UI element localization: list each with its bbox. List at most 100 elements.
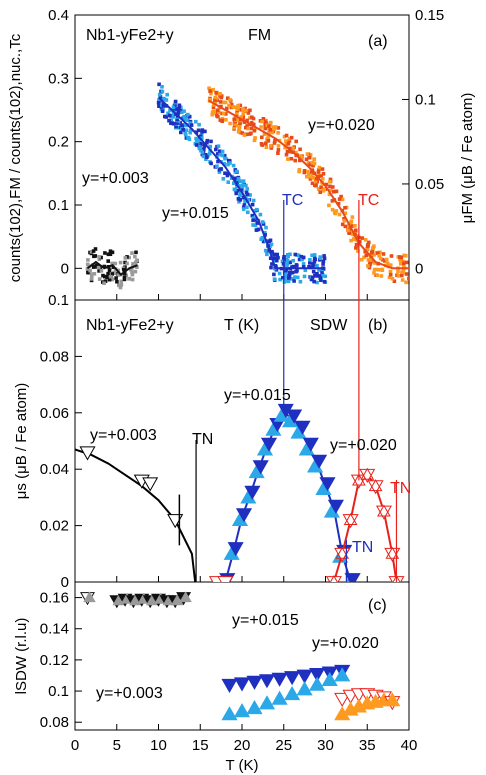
panel-b-point-blue-4: [252, 460, 269, 475]
panel-a-point-s1-298: [226, 162, 230, 167]
panel-a-point-s1-302: [291, 277, 295, 281]
panel-c-point-cyan-1: [233, 703, 251, 718]
panel-a-point-s2-337: [304, 157, 309, 162]
panel-a-point-s1-145: [215, 164, 219, 168]
panel-a-point-s0-39: [127, 255, 131, 260]
panel-a-point-s2-226: [218, 118, 223, 122]
panel-a-point-s2-340: [334, 189, 339, 194]
panel-a-point-s2-15: [213, 101, 218, 105]
panel-a-point-s2-52: [262, 132, 267, 137]
panel-a-point-s1-278: [253, 223, 258, 228]
panel-a-point-s2-221: [241, 115, 245, 120]
panel-a-point-s2-7: [276, 126, 281, 130]
panel-a-point-s2-5: [337, 212, 342, 217]
xaxis-tick-label-6: 30: [317, 737, 334, 754]
panel-a-point-s1-347: [157, 92, 162, 97]
panel-a-point-s1-190: [308, 258, 312, 262]
panel-a-point-s2-355: [321, 172, 326, 176]
panel-a-point-s1-338: [263, 248, 268, 253]
panel-a-point-s2-248: [310, 171, 315, 176]
panel-a-point-s2-400: [358, 240, 362, 244]
panel-a-point-s1-69: [184, 128, 189, 132]
xaxis-tick-label-1: 5: [113, 737, 121, 754]
panel-a-point-s1-226: [169, 118, 173, 123]
panel-a-point-s1-250: [188, 121, 192, 125]
panel-b-point-blue-15: [344, 573, 361, 582]
panel-a-point-s1-82: [222, 153, 227, 158]
panel-a-point-s2-410: [288, 149, 293, 154]
panel-a-point-s2-295: [348, 227, 353, 231]
panel-a-point-s0-91: [115, 279, 119, 284]
panel-a-point-s0-88: [99, 269, 104, 273]
panel-a-point-s2-211: [385, 261, 390, 266]
panel-a-point-s1-195: [270, 262, 274, 266]
panel-a-point-s1-205: [220, 153, 225, 158]
panel-a-point-s1-367: [181, 128, 185, 132]
panel-a-point-s2-346: [332, 189, 336, 194]
panel-a-point-s2-35: [360, 236, 365, 240]
panel-a-point-s1-336: [176, 110, 181, 115]
panel-a-point-s2-208: [376, 268, 381, 272]
panel-a-point-s2-22: [226, 96, 230, 100]
panel-c-point-s0-alt-9: [179, 591, 192, 603]
panel-a-point-s1-387: [161, 104, 166, 108]
panel-a-point-s2-319: [337, 197, 342, 201]
panel-a-point-s1-397: [205, 155, 209, 159]
panel-a-point-s2-289: [259, 125, 263, 129]
panel-a-point-s1-102: [319, 278, 323, 282]
panel-b-point-red-up-5: [368, 479, 383, 492]
panel-a-point-s2-366: [313, 179, 318, 183]
panel-a-point-s2-92: [285, 149, 290, 154]
panel-a-point-s2-404: [269, 144, 273, 148]
panel-a-point-s2-397: [311, 176, 315, 180]
panel-b-point-blue-8: [286, 409, 303, 424]
panel-a-point-s2-392: [380, 267, 384, 272]
panel-a-point-s1-189: [158, 95, 163, 99]
panel-a-point-s2-94: [294, 150, 298, 155]
panel-a-point-s2-309: [269, 120, 273, 125]
panel-c-point-s0-alt-8: [170, 594, 184, 606]
panel-a-point-s1-258: [182, 109, 186, 113]
panel-a-point-s2-72: [367, 240, 371, 245]
panel-a-point-s1-299: [194, 136, 198, 141]
panel-a-point-s1-297: [202, 147, 206, 152]
panel-a-point-s2-403: [300, 156, 304, 160]
panel-a-point-s1-241: [290, 270, 295, 275]
panel-a-point-s1-103: [168, 108, 172, 113]
panel-a-point-s2-335: [271, 125, 275, 129]
panel-a-point-s2-381: [370, 249, 375, 253]
panel-b-tn-label-2: TN: [390, 480, 411, 497]
panel-a-point-s1-271: [272, 277, 277, 281]
panel-a-point-s2-149: [407, 276, 409, 281]
panel-a-point-s2-273: [318, 190, 322, 194]
panel-a-point-s1-151: [261, 222, 266, 226]
panel-a-point-s2-406: [388, 263, 393, 267]
panel-a-point-s2-382: [366, 264, 370, 268]
panel-c-point-blue-5: [284, 671, 301, 686]
panel-a-point-s0-89: [93, 247, 98, 251]
panel-b-point-blue-3: [244, 485, 261, 500]
panel-a-point-s1-10: [166, 111, 170, 116]
panel-a-point-s2-308: [289, 156, 294, 161]
panel-a-point-s0-52: [107, 268, 112, 272]
panel-a-point-s1-188: [217, 170, 222, 174]
panel-a-point-s0-102: [103, 251, 107, 255]
panel-a-point-s0-72: [127, 276, 131, 281]
panel-a-point-s1-356: [312, 253, 317, 257]
panel-c-point-cyan-2: [246, 699, 263, 715]
panel-a-point-s1-391: [228, 161, 232, 165]
panel-a-point-s1-344: [238, 198, 243, 202]
panel-b-series-label-1: y=+0.015: [224, 387, 291, 404]
panel-a-point-s2-259: [364, 253, 369, 258]
panel-a-point-s0-84: [130, 251, 134, 255]
panel-b-open-point-2: [142, 477, 159, 492]
panel-c-point-cyan-7: [309, 676, 326, 691]
panel-a-point-s2-283: [353, 228, 358, 232]
panel-a-point-s2-90: [342, 217, 346, 221]
panel-a-point-s1-185: [280, 259, 285, 264]
panel-a-point-s2-417: [321, 177, 325, 181]
xaxis-tick-label-7: 35: [359, 737, 376, 754]
panel-a-point-s1-286: [216, 144, 221, 148]
panel-a-point-s1-306: [238, 191, 243, 195]
